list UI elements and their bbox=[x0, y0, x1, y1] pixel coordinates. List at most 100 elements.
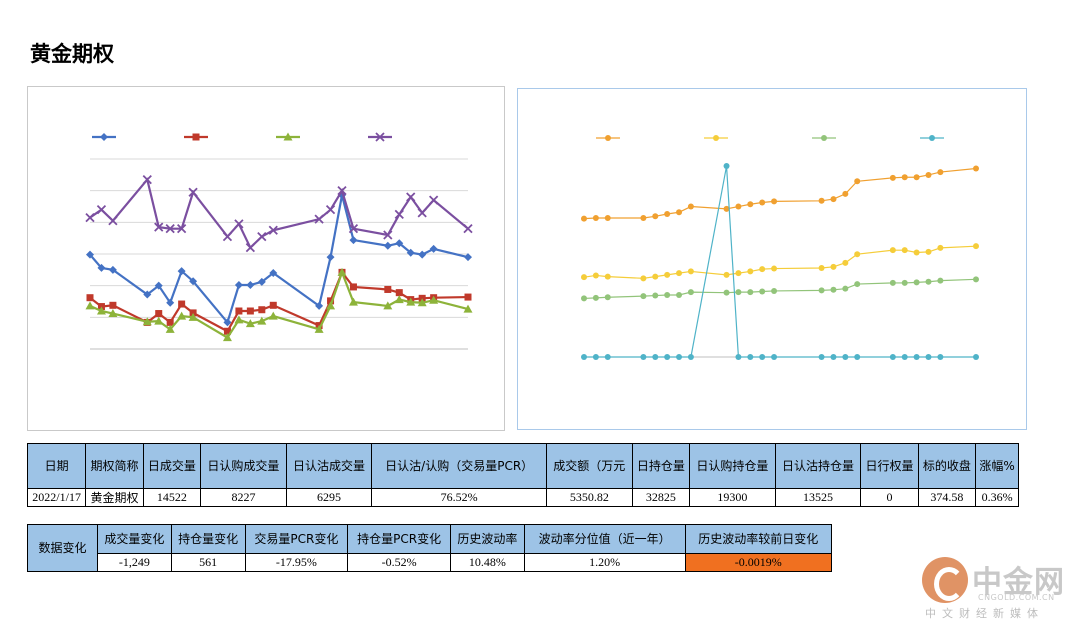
data-point bbox=[676, 354, 683, 360]
column-header: 成交额（万元 bbox=[546, 443, 633, 489]
table-cell: 13525 bbox=[774, 488, 862, 507]
data-point bbox=[735, 203, 742, 210]
series-1 bbox=[86, 191, 472, 327]
data-point bbox=[86, 250, 94, 259]
table-cell: 0.36% bbox=[975, 488, 1019, 507]
data-point bbox=[973, 276, 979, 283]
data-point bbox=[176, 224, 187, 234]
table-cell: 黄金期权 bbox=[85, 488, 144, 507]
data-point bbox=[854, 178, 861, 185]
data-point bbox=[337, 267, 347, 276]
data-point bbox=[818, 197, 825, 204]
data-point bbox=[592, 272, 599, 279]
data-point bbox=[395, 239, 404, 248]
data-point bbox=[406, 297, 416, 306]
data-point bbox=[235, 307, 243, 315]
data-point bbox=[246, 307, 254, 315]
data-point bbox=[592, 354, 599, 360]
data-point bbox=[687, 289, 694, 296]
column-header: 日期 bbox=[26, 443, 87, 489]
table-cell: 5350.82 bbox=[546, 488, 633, 507]
data-point bbox=[652, 292, 659, 299]
data-point bbox=[901, 354, 908, 360]
data-point bbox=[581, 274, 587, 281]
table-cell: 1.20% bbox=[523, 553, 686, 572]
data-point bbox=[604, 294, 611, 301]
column-header: 成交量变化 bbox=[97, 524, 172, 554]
data-point bbox=[592, 294, 599, 301]
data-point bbox=[913, 279, 920, 286]
data-point bbox=[257, 316, 267, 325]
data-point bbox=[257, 277, 266, 286]
column-header: 持仓量变化 bbox=[170, 524, 246, 554]
data-point bbox=[735, 354, 742, 360]
data-point bbox=[913, 174, 920, 181]
data-point bbox=[177, 311, 187, 320]
data-point bbox=[937, 277, 944, 284]
data-point bbox=[925, 248, 932, 255]
data-point bbox=[349, 283, 357, 291]
data-point bbox=[348, 297, 358, 306]
column-header: 日成交量 bbox=[142, 443, 202, 489]
data-point bbox=[771, 354, 778, 360]
page-title: 黄金期权 bbox=[30, 42, 114, 66]
data-point bbox=[177, 267, 186, 276]
data-point bbox=[222, 231, 233, 242]
data-point bbox=[687, 354, 694, 360]
data-point bbox=[604, 273, 611, 280]
data-point bbox=[913, 249, 920, 256]
table-cell: -0.0019% bbox=[684, 553, 833, 572]
watermark-logo: 中金网 CNGOLD.COM.CN 中文财经新媒体 bbox=[920, 555, 1070, 625]
column-header: 涨幅% bbox=[975, 443, 1019, 489]
data-point bbox=[178, 300, 186, 308]
table-cell: 14522 bbox=[142, 488, 202, 507]
data-point bbox=[406, 248, 415, 257]
data-point bbox=[86, 294, 94, 302]
legend-marker bbox=[821, 135, 827, 141]
data-point bbox=[735, 289, 742, 296]
data-point bbox=[143, 290, 152, 299]
legend-marker bbox=[713, 135, 719, 141]
data-point bbox=[108, 265, 117, 274]
column-header: 历史波动率较前日变化 bbox=[684, 524, 833, 554]
data-point bbox=[973, 243, 979, 250]
data-point bbox=[925, 171, 932, 178]
column-header: 标的收盘 bbox=[917, 443, 977, 489]
volume-chart bbox=[85, 132, 473, 350]
data-point bbox=[592, 215, 599, 222]
table-row: -1,249 561 -17.95% -0.52% 10.48% 1.20% -0.0019… bbox=[28, 553, 833, 572]
data-point bbox=[842, 285, 849, 292]
data-point bbox=[759, 354, 766, 360]
series-3 bbox=[85, 267, 473, 342]
data-point bbox=[901, 279, 908, 286]
data-point bbox=[913, 354, 920, 360]
data-point bbox=[687, 268, 694, 275]
data-point bbox=[581, 295, 587, 302]
data-point bbox=[901, 174, 908, 181]
cngold-logo-icon bbox=[922, 557, 968, 603]
table-cell: 0 bbox=[860, 488, 919, 507]
watermark-slogan: 中文财经新媒体 bbox=[925, 607, 1044, 620]
series-1 bbox=[581, 165, 979, 222]
data-point bbox=[771, 265, 778, 272]
open-interest-chart-panel bbox=[517, 88, 1027, 430]
volume-chart-panel bbox=[27, 86, 505, 431]
data-point bbox=[640, 293, 647, 300]
data-point bbox=[464, 253, 472, 262]
data-change-label: 数据变化 bbox=[27, 524, 98, 572]
table-cell: 8227 bbox=[200, 488, 287, 507]
series-line bbox=[89, 177, 469, 250]
data-point bbox=[394, 295, 404, 304]
data-point bbox=[154, 281, 163, 290]
data-point bbox=[142, 174, 152, 185]
column-header: 波动率分位值（近一年） bbox=[523, 524, 686, 554]
column-header: 历史波动率 bbox=[450, 524, 525, 554]
table-cell: 6295 bbox=[285, 488, 373, 507]
data-point bbox=[97, 263, 106, 272]
data-point bbox=[830, 286, 837, 293]
table-cell: -1,249 bbox=[97, 553, 172, 572]
data-point bbox=[349, 236, 358, 245]
data-point bbox=[664, 211, 671, 218]
series-4 bbox=[85, 174, 473, 253]
data-point bbox=[735, 270, 742, 277]
